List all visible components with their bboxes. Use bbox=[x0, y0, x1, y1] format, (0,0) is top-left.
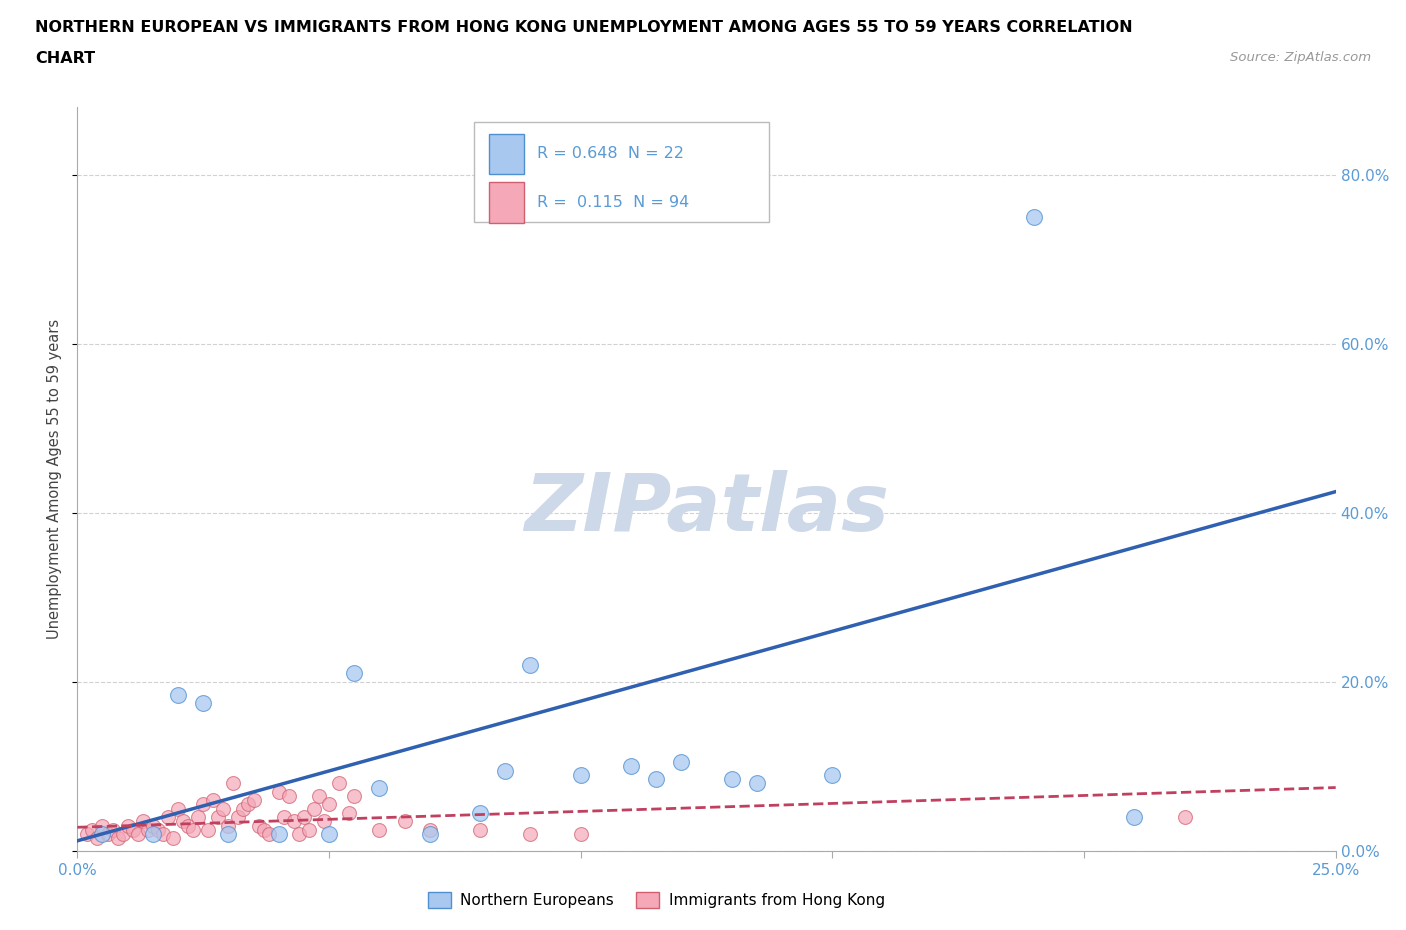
Point bbox=[197, 822, 219, 837]
Point bbox=[312, 814, 335, 829]
Text: Source: ZipAtlas.com: Source: ZipAtlas.com bbox=[1230, 51, 1371, 64]
Point bbox=[308, 789, 330, 804]
Point bbox=[167, 687, 190, 702]
Point bbox=[267, 784, 290, 799]
Point bbox=[212, 802, 235, 817]
Point bbox=[127, 827, 149, 842]
Point bbox=[298, 822, 321, 837]
Point bbox=[146, 822, 169, 837]
Point bbox=[232, 802, 254, 817]
Point bbox=[242, 792, 264, 807]
Point bbox=[569, 827, 592, 842]
Point bbox=[720, 772, 742, 787]
Point bbox=[117, 818, 139, 833]
Point bbox=[1022, 209, 1045, 224]
Point bbox=[181, 822, 204, 837]
Point bbox=[318, 827, 340, 842]
Point bbox=[620, 759, 643, 774]
FancyBboxPatch shape bbox=[489, 134, 524, 175]
Text: NORTHERN EUROPEAN VS IMMIGRANTS FROM HONG KONG UNEMPLOYMENT AMONG AGES 55 TO 59 : NORTHERN EUROPEAN VS IMMIGRANTS FROM HON… bbox=[35, 20, 1133, 35]
Point bbox=[257, 827, 280, 842]
Point bbox=[288, 827, 311, 842]
Point bbox=[273, 810, 295, 825]
Point bbox=[91, 827, 114, 842]
Point bbox=[217, 827, 239, 842]
Point bbox=[132, 814, 155, 829]
Point bbox=[494, 764, 516, 778]
Point bbox=[162, 830, 184, 845]
Point bbox=[121, 822, 143, 837]
Point bbox=[156, 810, 179, 825]
Point bbox=[107, 830, 129, 845]
Legend: Northern Europeans, Immigrants from Hong Kong: Northern Europeans, Immigrants from Hong… bbox=[422, 885, 891, 914]
Point bbox=[671, 755, 693, 770]
Point bbox=[96, 827, 118, 842]
Point bbox=[318, 797, 340, 812]
Text: CHART: CHART bbox=[35, 51, 96, 66]
Point bbox=[247, 818, 270, 833]
Point bbox=[419, 822, 441, 837]
Point bbox=[111, 827, 134, 842]
Point bbox=[167, 802, 190, 817]
Point bbox=[142, 827, 165, 842]
Point bbox=[569, 767, 592, 782]
FancyBboxPatch shape bbox=[489, 181, 524, 222]
FancyBboxPatch shape bbox=[474, 122, 769, 222]
Point bbox=[745, 776, 768, 790]
Point bbox=[86, 830, 108, 845]
Point bbox=[519, 658, 541, 672]
Point bbox=[152, 827, 174, 842]
Point bbox=[519, 827, 541, 842]
Point bbox=[302, 802, 325, 817]
Point bbox=[343, 666, 366, 681]
Point bbox=[267, 827, 290, 842]
Text: ZIPatlas: ZIPatlas bbox=[524, 470, 889, 548]
Point bbox=[177, 818, 200, 833]
Point bbox=[217, 818, 239, 833]
Point bbox=[101, 822, 124, 837]
Point bbox=[1174, 810, 1197, 825]
Point bbox=[337, 805, 360, 820]
Text: R =  0.115  N = 94: R = 0.115 N = 94 bbox=[537, 194, 689, 209]
Point bbox=[187, 810, 209, 825]
Point bbox=[228, 810, 250, 825]
Point bbox=[468, 805, 491, 820]
Point bbox=[82, 822, 104, 837]
Y-axis label: Unemployment Among Ages 55 to 59 years: Unemployment Among Ages 55 to 59 years bbox=[46, 319, 62, 639]
Point bbox=[368, 822, 391, 837]
Point bbox=[343, 789, 366, 804]
Point bbox=[136, 822, 159, 837]
Point bbox=[328, 776, 350, 790]
Point bbox=[238, 797, 260, 812]
Point bbox=[207, 810, 229, 825]
Point bbox=[202, 792, 225, 807]
Point bbox=[821, 767, 844, 782]
Point bbox=[468, 822, 491, 837]
Point bbox=[645, 772, 668, 787]
Text: R = 0.648  N = 22: R = 0.648 N = 22 bbox=[537, 146, 683, 162]
Point bbox=[172, 814, 194, 829]
Point bbox=[394, 814, 416, 829]
Point bbox=[91, 818, 114, 833]
Point bbox=[76, 827, 98, 842]
Point bbox=[142, 818, 165, 833]
Point bbox=[283, 814, 305, 829]
Point bbox=[1123, 810, 1146, 825]
Point bbox=[191, 696, 215, 711]
Point bbox=[368, 780, 391, 795]
Point bbox=[191, 797, 215, 812]
Point bbox=[252, 822, 274, 837]
Point bbox=[292, 810, 315, 825]
Point bbox=[222, 776, 245, 790]
Point bbox=[419, 827, 441, 842]
Point bbox=[277, 789, 299, 804]
